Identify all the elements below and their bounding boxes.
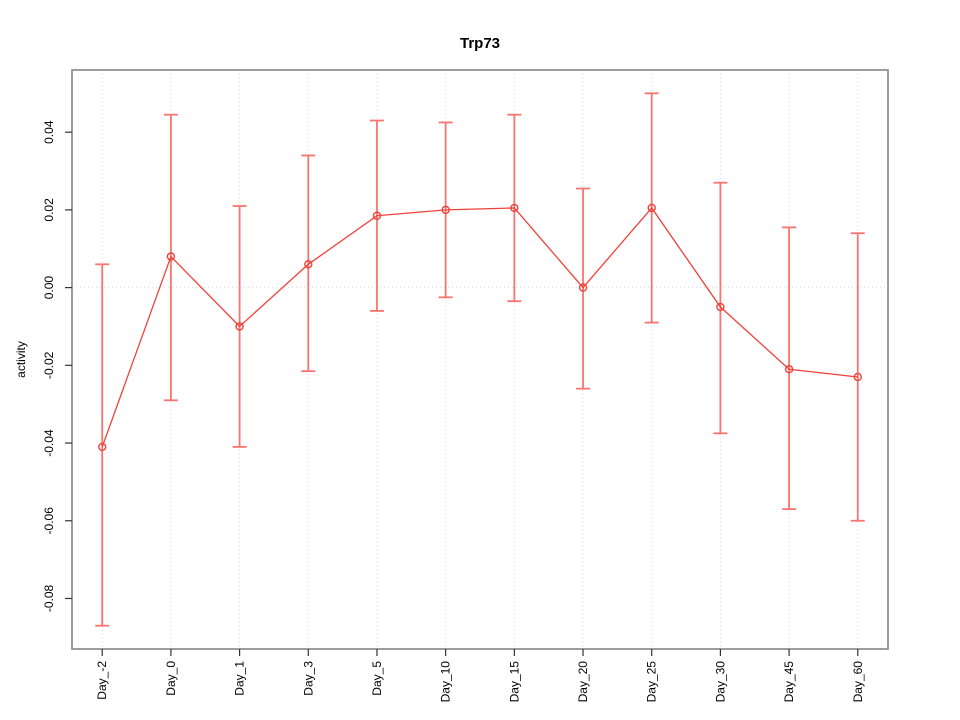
x-tick-label: Day_25 bbox=[645, 661, 659, 703]
data-point bbox=[98, 442, 107, 452]
y-tick-label: -0.02 bbox=[42, 351, 56, 379]
data-point bbox=[716, 302, 725, 312]
x-tick-label: Day_45 bbox=[782, 661, 796, 703]
data-point bbox=[578, 283, 588, 292]
data-point bbox=[372, 211, 382, 220]
x-tick-label: Day_5 bbox=[370, 661, 384, 696]
x-tick-label: Day_-2 bbox=[95, 661, 109, 700]
y-tick-label: 0.04 bbox=[42, 120, 56, 144]
y-tick-label: 0.02 bbox=[42, 198, 56, 222]
x-tick-label: Day_30 bbox=[713, 661, 727, 703]
x-tick-label: Day_10 bbox=[439, 661, 453, 703]
x-tick-label: Day_0 bbox=[164, 661, 178, 696]
x-tick-label: Day_3 bbox=[301, 661, 315, 696]
data-point bbox=[647, 203, 656, 213]
data-point bbox=[510, 203, 519, 213]
y-tick-label: -0.04 bbox=[42, 429, 56, 457]
data-point bbox=[304, 260, 313, 269]
y-axis-label: activity bbox=[14, 341, 28, 378]
y-tick-label: -0.06 bbox=[42, 507, 56, 535]
data-point bbox=[235, 322, 244, 331]
data-point bbox=[166, 252, 176, 261]
x-tick-label: Day_60 bbox=[851, 661, 865, 703]
data-point bbox=[441, 205, 450, 215]
chart-title: Trp73 bbox=[460, 35, 500, 52]
x-tick-label: Day_20 bbox=[576, 661, 590, 703]
y-tick-label: 0.00 bbox=[42, 276, 56, 300]
x-tick-label: Day_15 bbox=[507, 661, 521, 703]
data-point bbox=[853, 372, 862, 382]
x-tick-label: Day_1 bbox=[233, 661, 247, 696]
data-point bbox=[784, 365, 794, 374]
series-line bbox=[101, 206, 858, 448]
y-tick-label: -0.08 bbox=[42, 584, 56, 612]
plot-border bbox=[71, 69, 889, 650]
